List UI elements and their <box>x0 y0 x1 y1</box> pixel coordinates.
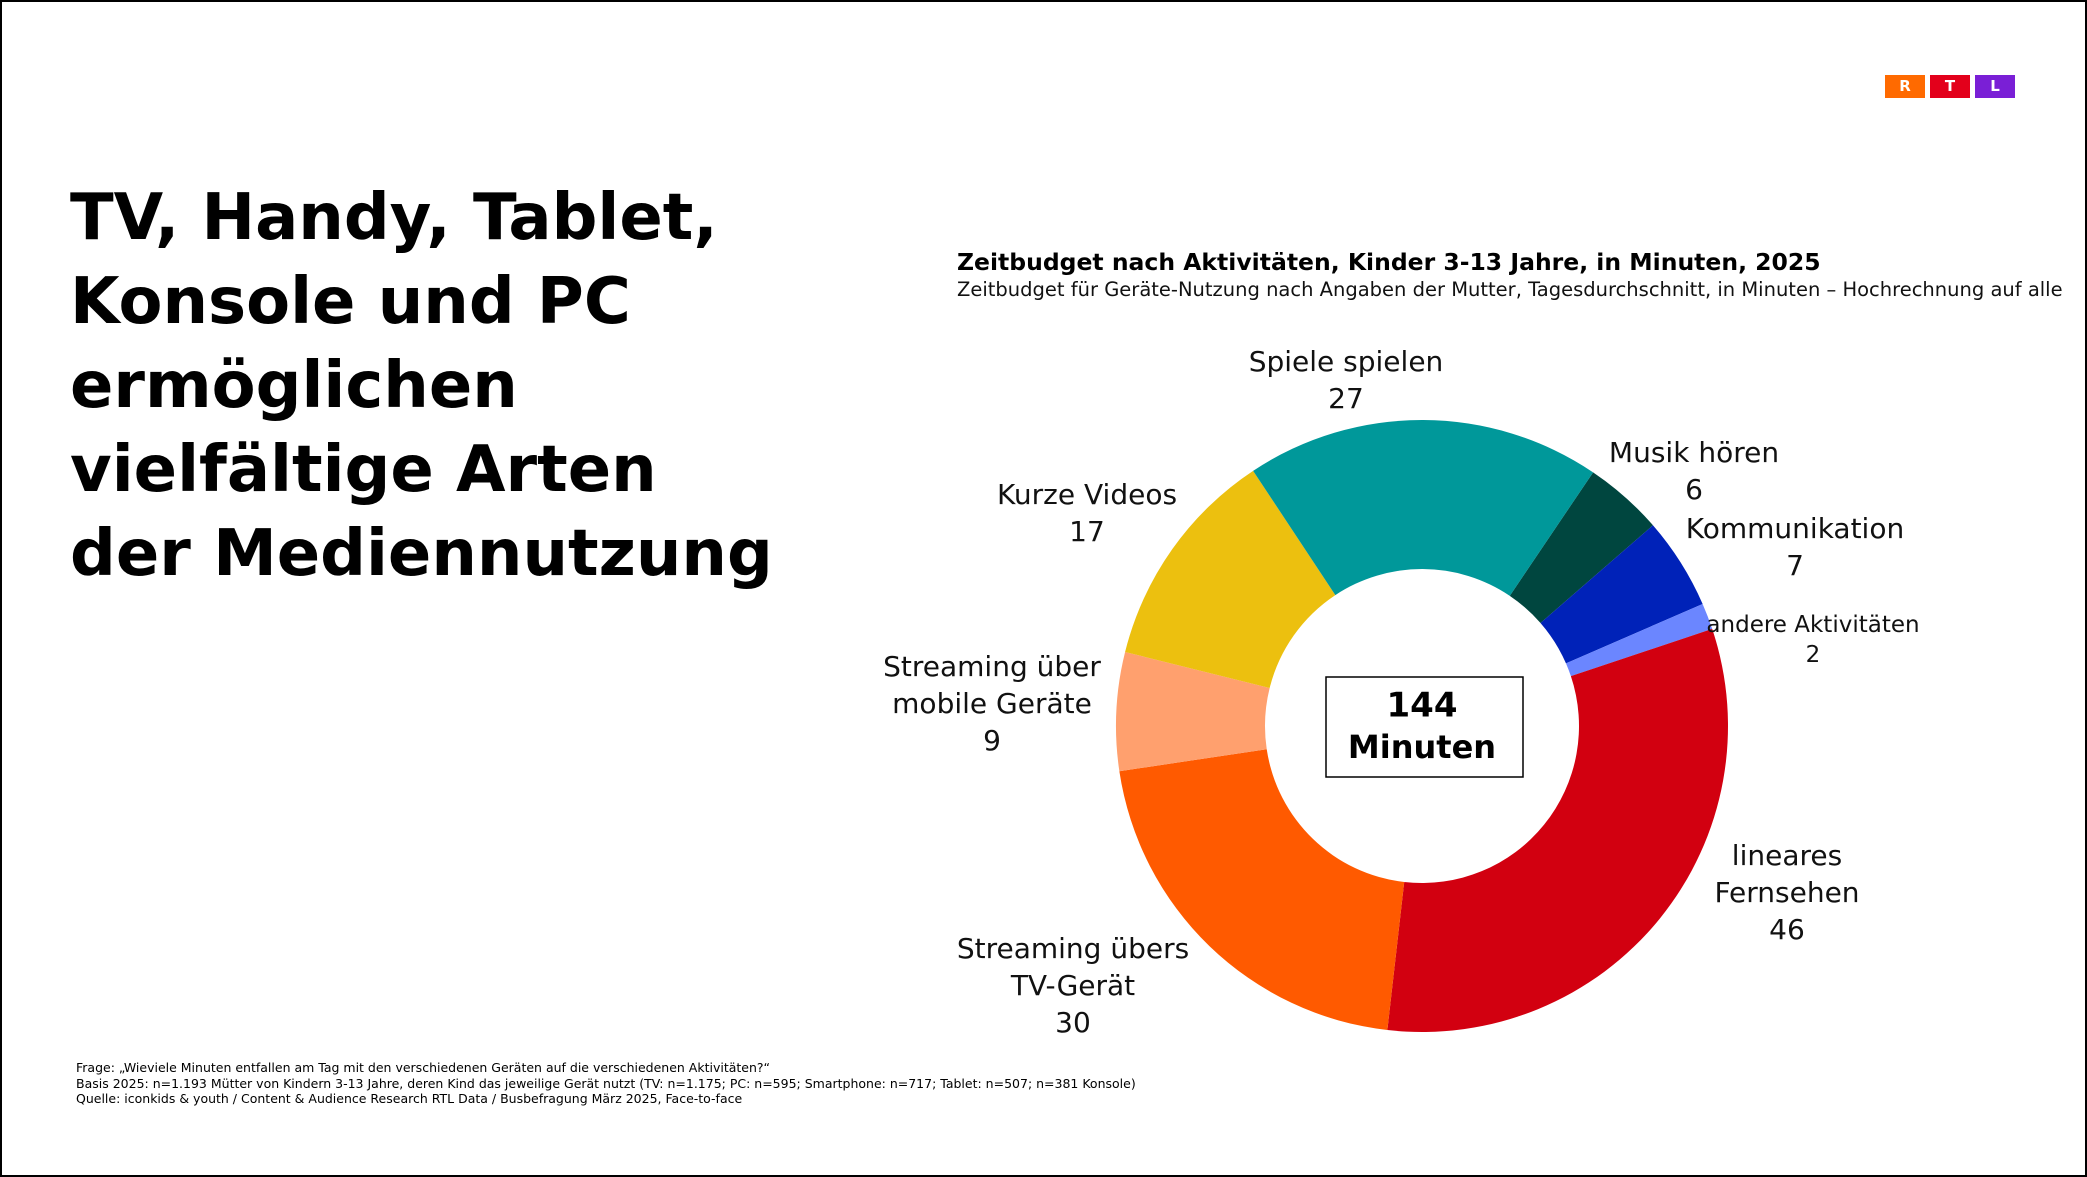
donut-slice <box>1125 470 1336 689</box>
donut-slice <box>1540 525 1703 664</box>
headline-line: Konsole und PC <box>70 265 631 339</box>
category-label: Streaming übers TV-Gerät <box>956 932 1190 1002</box>
chart-title: Zeitbudget nach Aktivitäten, Kinder 3-13… <box>957 248 1821 276</box>
donut-slice <box>1119 749 1405 1031</box>
slice-label-group: Streaming über mobile Geräte 9 <box>877 649 1107 760</box>
footnote: Basis 2025: n=1.193 Mütter von Kindern 3… <box>76 1075 1136 1091</box>
slice-label-group: Kurze Videos 17 <box>997 477 1177 551</box>
value-label: 9 <box>983 723 1001 757</box>
category-label: Streaming über mobile Geräte <box>883 650 1101 720</box>
headline-line: TV, Handy, Tablet, <box>70 181 718 255</box>
logo-letter: R <box>1885 75 1925 98</box>
donut-slice <box>1387 628 1728 1032</box>
slice-label-group: lineares Fernsehen 46 <box>1702 838 1872 949</box>
footnote: Frage: „Wieviele Minuten entfallen am Ta… <box>76 1060 771 1075</box>
category-label: andere Aktivitäten <box>1706 612 1920 638</box>
slice-label-group: Spiele spielen 27 <box>1249 344 1444 418</box>
donut-slice <box>1565 603 1713 677</box>
category-label: Kommunikation <box>1685 512 1905 545</box>
value-label: 7 <box>1786 548 1804 582</box>
total-value: 144 <box>1387 686 1458 726</box>
total-box <box>1325 676 1524 778</box>
headline-line: vielfältige Arten <box>70 433 657 507</box>
value-label: 2 <box>1805 642 1821 669</box>
value-label: 27 <box>1328 381 1364 415</box>
slice-label-group: Musik hören 6 <box>1609 435 1779 509</box>
slice-label-group: andere Aktivitäten 2 <box>1706 610 1919 671</box>
value-label: 17 <box>1069 514 1105 548</box>
total-unit: Minuten <box>1348 728 1496 766</box>
slice-label-group: Kommunikation 7 <box>1686 511 1904 585</box>
donut-slice <box>1253 419 1594 596</box>
headline-line: der Mediennutzung <box>70 517 773 591</box>
category-label: Spiele spielen <box>1248 345 1444 378</box>
slice-label-group: Streaming übers TV-Gerät 30 <box>948 931 1198 1042</box>
category-label: Musik hören <box>1608 436 1780 469</box>
logo-letter: T <box>1930 75 1970 98</box>
donut-slice <box>1116 651 1270 772</box>
footnote: Quelle: iconkids & youth / Content & Aud… <box>76 1091 743 1106</box>
category-label: lineares Fernsehen <box>1714 839 1860 909</box>
donut-slice <box>1509 472 1653 623</box>
value-label: 30 <box>1055 1005 1091 1039</box>
value-label: 46 <box>1769 912 1805 946</box>
value-label: 6 <box>1685 472 1703 506</box>
category-label: Kurze Videos <box>996 478 1178 511</box>
headline-line: ermöglichen <box>70 349 518 423</box>
chart-subtitle: Zeitbudget für Geräte-Nutzung nach Angab… <box>957 278 2063 301</box>
logo-letter: L <box>1975 75 2015 98</box>
